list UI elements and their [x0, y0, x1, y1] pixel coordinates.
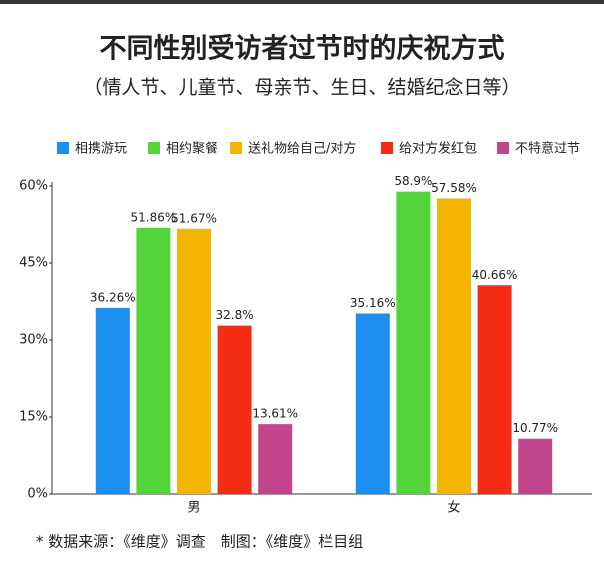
y-tick-label: 15%: [19, 410, 48, 425]
legend-swatch: [381, 142, 393, 154]
value-label: 32.8%: [216, 308, 254, 322]
legend-label: 给对方发红包: [399, 141, 477, 157]
value-label: 58.9%: [394, 174, 432, 188]
value-label: 13.61%: [252, 407, 298, 421]
legend-label: 相约聚餐: [166, 141, 218, 157]
chart-title: 不同性别受访者过节时的庆祝方式: [100, 33, 505, 65]
legend-swatch: [148, 142, 160, 154]
value-label: 35.16%: [350, 296, 396, 310]
value-label: 40.66%: [472, 268, 518, 282]
value-label: 57.58%: [431, 181, 477, 195]
y-tick-label: 60%: [19, 179, 48, 194]
bar: [518, 438, 553, 494]
x-tick-label: 女: [447, 500, 460, 516]
value-label: 36.26%: [90, 290, 136, 304]
y-tick-label: 0%: [27, 487, 48, 502]
legend-label: 送礼物给自己/对方: [248, 141, 356, 157]
bar: [95, 307, 130, 494]
footnote: * 数据来源：《维度》调查 制图：《维度》栏目组: [36, 533, 363, 551]
y-tick-label: 30%: [19, 333, 48, 348]
value-label: 51.86%: [131, 210, 177, 224]
bar: [396, 191, 431, 494]
bar: [177, 228, 211, 494]
legend-label: 相携游玩: [75, 141, 127, 157]
bar: [477, 285, 512, 494]
legend-swatch: [57, 142, 69, 154]
bar: [136, 227, 171, 494]
value-label: 10.77%: [512, 421, 558, 435]
bar: [258, 424, 293, 494]
chart-subtitle: （情人节、儿童节、母亲节、生日、结婚纪念日等）: [83, 76, 520, 99]
y-tick-label: 45%: [19, 256, 48, 271]
bar: [217, 325, 252, 494]
legend-label: 不特意过节: [515, 141, 580, 157]
legend-swatch: [497, 142, 509, 154]
value-label: 51.67%: [171, 211, 217, 225]
bar: [437, 198, 471, 494]
top-border: [0, 0, 604, 4]
bar: [355, 313, 390, 494]
legend-swatch: [230, 142, 242, 154]
x-tick-label: 男: [187, 501, 200, 516]
